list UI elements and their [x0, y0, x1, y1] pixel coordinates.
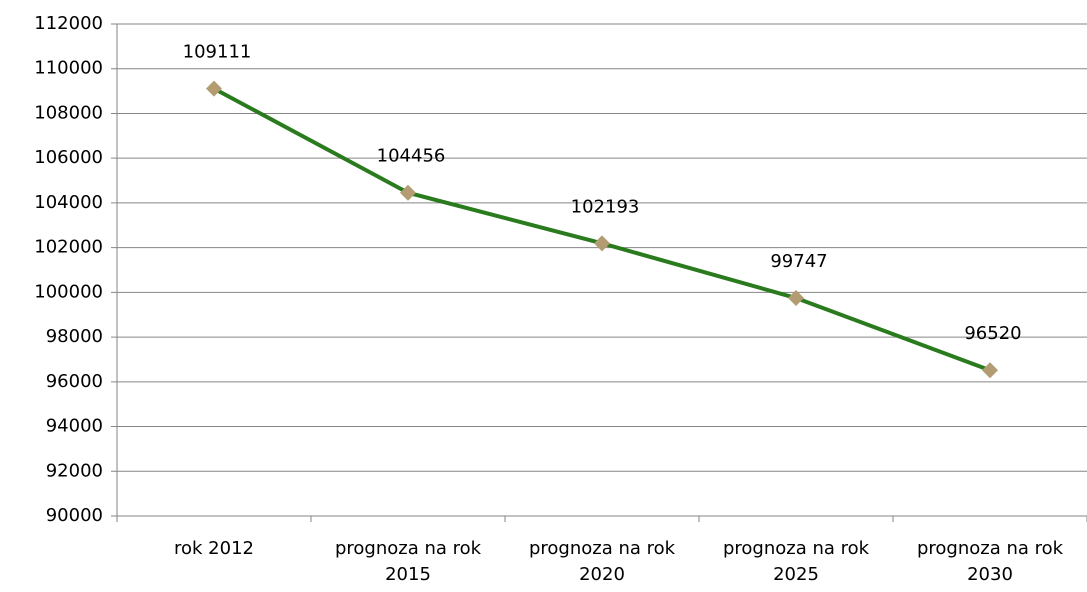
- x-tick-label-box: prognoza na rok 2025: [722, 538, 870, 585]
- x-tick-label-box: prognoza na rok 2020: [528, 538, 676, 585]
- data-label: 99747: [770, 251, 827, 272]
- x-tick-label-box: rok 2012: [174, 538, 254, 559]
- data-label: 96520: [964, 323, 1021, 344]
- y-tick-label: 90000: [46, 505, 103, 526]
- x-tick-label: prognoza na rok 2020: [528, 538, 676, 585]
- y-tick-label: 104000: [34, 192, 103, 213]
- y-tick-label: 96000: [46, 371, 103, 392]
- marker: [206, 80, 222, 97]
- marker: [982, 362, 998, 379]
- line: [213, 86, 991, 373]
- x-tick-label: rok 2012: [174, 538, 254, 559]
- x-tick-label: prognoza na rok 2030: [916, 538, 1064, 585]
- y-tick-label: 110000: [34, 58, 103, 79]
- y-tick-label: 108000: [34, 102, 103, 123]
- data-label: 109111: [183, 42, 252, 63]
- x-tick-label: prognoza na rok 2015: [334, 538, 482, 585]
- data-label: 102193: [571, 196, 640, 217]
- x-tick-label-box: prognoza na rok 2015: [334, 538, 482, 585]
- marker: [594, 235, 610, 252]
- y-tick-label: 102000: [34, 237, 103, 258]
- y-tick-label: 106000: [34, 147, 103, 168]
- y-tick-label: 112000: [34, 13, 103, 34]
- x-tick-label: prognoza na rok 2025: [722, 538, 870, 585]
- y-tick-label: 98000: [46, 326, 103, 347]
- y-tick-label: 92000: [46, 460, 103, 481]
- x-tick-label-box: prognoza na rok 2030: [916, 538, 1064, 585]
- marker: [400, 184, 416, 201]
- y-tick-label: 100000: [34, 281, 103, 302]
- y-tick-label: 94000: [46, 416, 103, 437]
- data-label: 104456: [377, 146, 446, 167]
- marker: [788, 290, 804, 307]
